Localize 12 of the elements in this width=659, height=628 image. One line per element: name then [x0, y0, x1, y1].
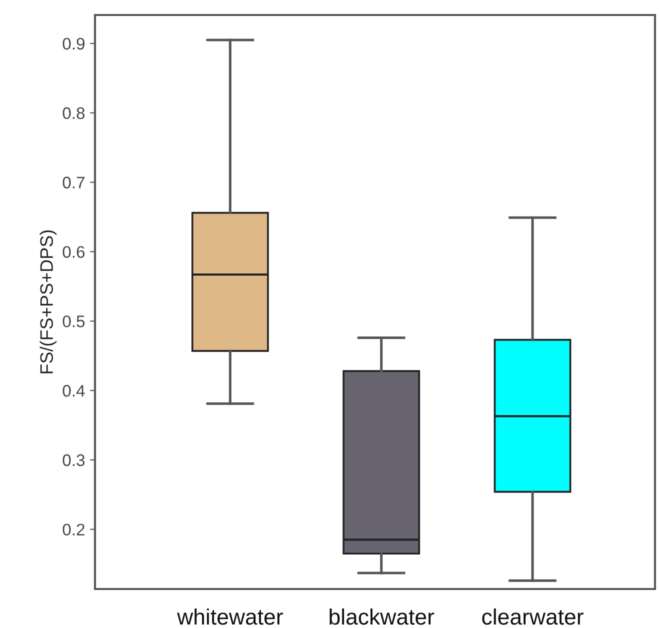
x-tick-label: blackwater [330, 608, 434, 625]
y-tick-label: 0.2 [62, 524, 84, 536]
x-tick-label: clearwater [482, 608, 584, 625]
y-tick-label: 0.4 [62, 384, 85, 397]
y-tick-label: 0.3 [62, 454, 85, 466]
y-tick-label: 0.5 [62, 315, 85, 328]
y-tick-label: 0.7 [62, 176, 84, 188]
x-tick-label: whitewater [177, 608, 283, 625]
y-tick-label: 0.9 [62, 38, 84, 50]
y-tick-label: 0.6 [62, 246, 85, 258]
y-axis-title: FS/(FS+PS+DPS) [40, 230, 57, 374]
y-tick-label: 0.8 [62, 107, 85, 120]
